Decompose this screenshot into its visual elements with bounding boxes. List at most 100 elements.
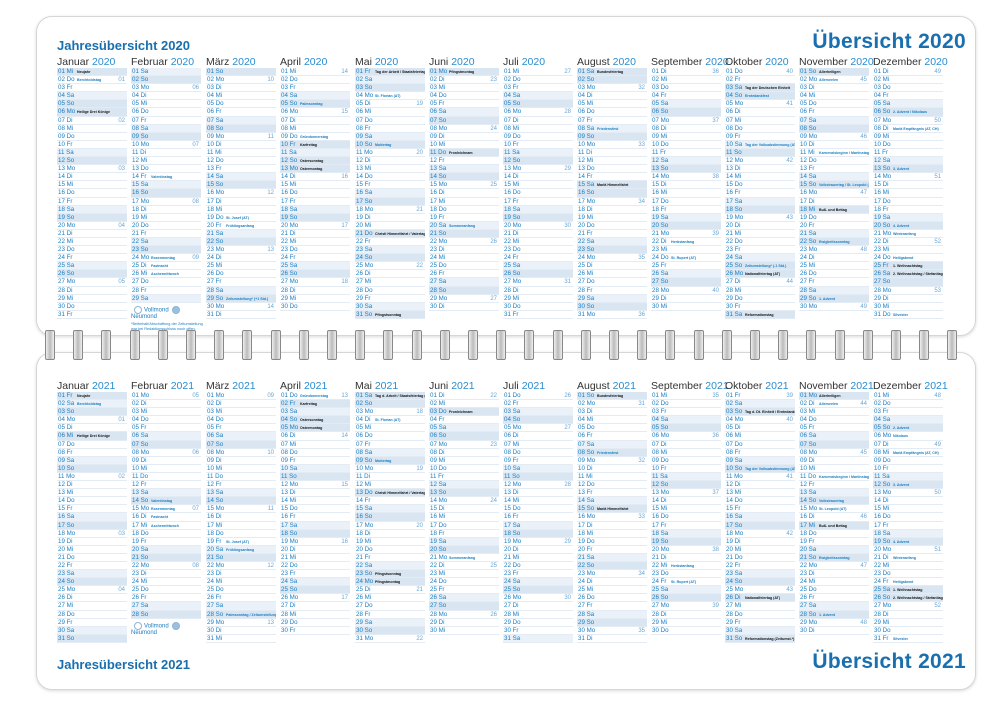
day-row[interactable]: [503, 611, 573, 619]
day-row[interactable]: Volkstrauertag: [799, 497, 869, 506]
day-row[interactable]: [651, 108, 721, 117]
day-row[interactable]: Valentinstag: [131, 497, 201, 506]
day-row[interactable]: [131, 610, 201, 619]
day-row[interactable]: [503, 238, 573, 247]
day-row[interactable]: [206, 457, 276, 465]
day-row[interactable]: [355, 594, 425, 603]
day-row[interactable]: [503, 117, 573, 125]
day-row[interactable]: Muttertag: [355, 456, 425, 465]
day-row[interactable]: [355, 278, 425, 287]
day-row[interactable]: [280, 586, 350, 595]
day-row[interactable]: [206, 237, 276, 247]
day-row[interactable]: Zeitumstellung* (+1 Std.): [206, 294, 276, 303]
day-row[interactable]: 27: [429, 295, 499, 303]
day-row[interactable]: [206, 424, 276, 433]
day-row[interactable]: 48: [799, 246, 869, 255]
day-row[interactable]: Mariä Himmelfahrt: [577, 181, 647, 190]
day-row[interactable]: 28: [503, 481, 573, 490]
day-row[interactable]: [206, 84, 276, 93]
day-row[interactable]: [799, 165, 869, 174]
day-row[interactable]: [873, 529, 943, 538]
day-row[interactable]: [503, 246, 573, 255]
day-row[interactable]: [280, 230, 350, 238]
day-row[interactable]: [206, 627, 276, 635]
day-row[interactable]: [725, 578, 795, 587]
day-row[interactable]: [799, 270, 869, 279]
day-row[interactable]: [57, 133, 127, 141]
day-row[interactable]: [280, 529, 350, 538]
day-row[interactable]: [651, 303, 721, 311]
day-row[interactable]: [725, 295, 795, 303]
day-row[interactable]: [355, 254, 425, 263]
day-row[interactable]: [651, 181, 721, 190]
day-row[interactable]: [355, 84, 425, 93]
day-row[interactable]: 13: [206, 246, 276, 255]
day-row[interactable]: [280, 513, 350, 522]
day-row[interactable]: 1. Weihnachtstag: [873, 586, 943, 595]
day-row[interactable]: [131, 578, 201, 587]
day-row[interactable]: [57, 246, 127, 255]
day-row[interactable]: [651, 149, 721, 158]
day-row[interactable]: 30: [503, 222, 573, 230]
day-row[interactable]: [429, 586, 499, 595]
day-row[interactable]: [503, 181, 573, 190]
day-row[interactable]: Karnevalsbeginn / Martinstag: [799, 149, 869, 158]
day-row[interactable]: [429, 602, 499, 611]
day-row[interactable]: [206, 513, 276, 522]
day-row[interactable]: [57, 173, 127, 182]
day-row[interactable]: [651, 586, 721, 595]
day-row[interactable]: [577, 497, 647, 506]
day-row[interactable]: [280, 148, 350, 158]
day-row[interactable]: [57, 213, 127, 222]
day-row[interactable]: [577, 408, 647, 417]
day-row[interactable]: [873, 611, 943, 619]
day-row[interactable]: [503, 125, 573, 133]
day-row[interactable]: [651, 246, 721, 255]
day-row[interactable]: [577, 538, 647, 546]
day-row[interactable]: [57, 100, 127, 109]
day-row[interactable]: [799, 157, 869, 166]
day-row[interactable]: 20: [355, 522, 425, 530]
day-row[interactable]: Palmsonntag: [280, 100, 350, 109]
day-row[interactable]: [57, 189, 127, 198]
day-row[interactable]: [355, 165, 425, 174]
day-row[interactable]: Aschermittwoch: [131, 522, 201, 530]
day-row[interactable]: [577, 165, 647, 174]
day-row[interactable]: [206, 108, 276, 117]
day-row[interactable]: [57, 270, 127, 279]
day-row[interactable]: [799, 465, 869, 473]
day-row[interactable]: [280, 189, 350, 198]
day-row[interactable]: [799, 440, 869, 449]
day-row[interactable]: [131, 294, 201, 303]
day-row[interactable]: [651, 619, 721, 627]
day-row[interactable]: [799, 92, 869, 101]
day-row[interactable]: [577, 173, 647, 182]
day-row[interactable]: [725, 521, 795, 530]
day-row[interactable]: [131, 157, 201, 166]
day-row[interactable]: [503, 270, 573, 279]
day-row[interactable]: [577, 149, 647, 158]
day-row[interactable]: [355, 246, 425, 255]
day-row[interactable]: [57, 295, 127, 303]
day-row[interactable]: 50: [873, 489, 943, 498]
day-row[interactable]: Ewigkeitssonntag: [799, 553, 869, 562]
day-row[interactable]: [873, 522, 943, 530]
day-row[interactable]: Fastnacht: [131, 262, 201, 271]
day-row[interactable]: [503, 472, 573, 482]
day-row[interactable]: [131, 408, 201, 417]
day-row[interactable]: [651, 262, 721, 271]
day-row[interactable]: 46: [799, 133, 869, 141]
day-row[interactable]: [577, 206, 647, 214]
day-row[interactable]: [280, 619, 350, 627]
day-row[interactable]: [725, 497, 795, 506]
day-row[interactable]: [206, 92, 276, 101]
day-row[interactable]: [503, 311, 573, 319]
day-row[interactable]: [503, 441, 573, 449]
day-row[interactable]: [131, 237, 201, 247]
day-row[interactable]: [206, 229, 276, 238]
day-row[interactable]: [57, 578, 127, 587]
day-row[interactable]: [280, 602, 350, 611]
day-row[interactable]: [725, 562, 795, 571]
day-row[interactable]: 35: [577, 627, 647, 635]
day-row[interactable]: [57, 634, 127, 643]
